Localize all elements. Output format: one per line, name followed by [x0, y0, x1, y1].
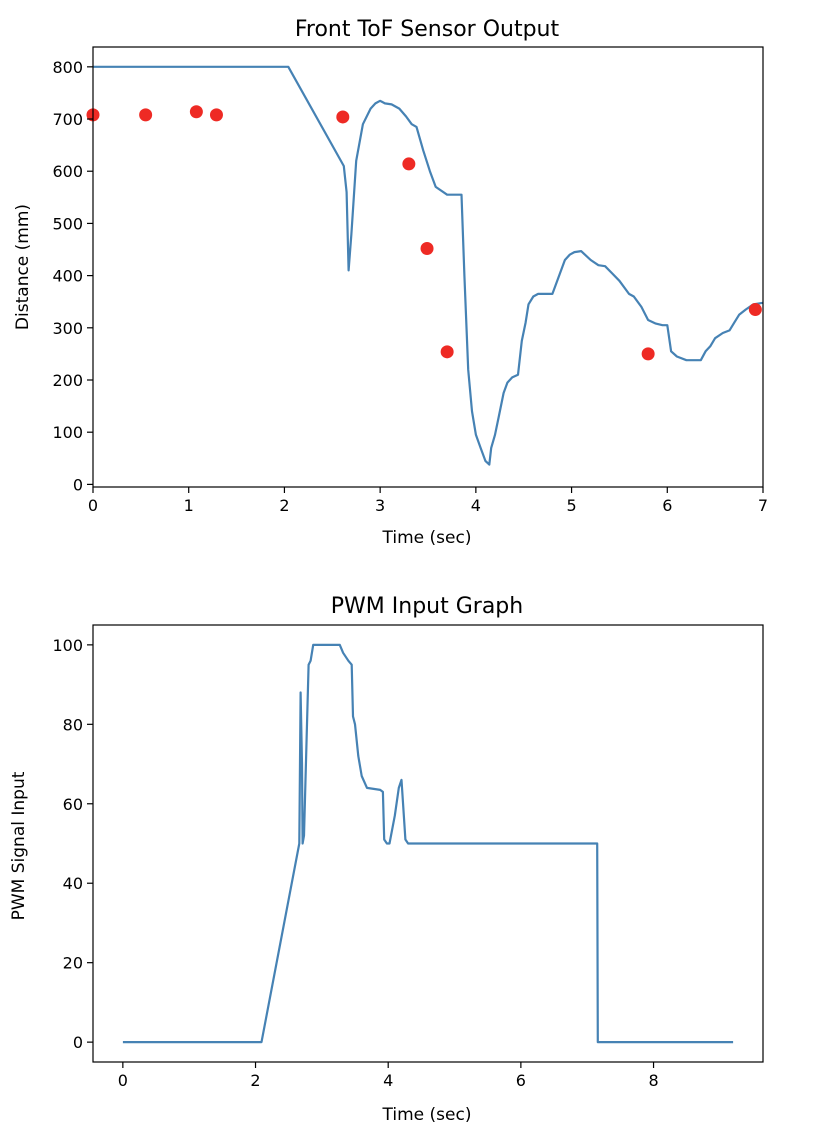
scatter-point	[641, 347, 655, 361]
tof-plot-area: 0 1 2 3 4 5 6 7 0 100 200 300 400 500 600 700 800	[52, 46, 768, 515]
y-tick-label: 200	[52, 371, 83, 390]
y-tick-label: 100	[52, 636, 83, 655]
y-tick-label: 100	[52, 423, 83, 442]
x-tick-label: 1	[184, 496, 194, 515]
x-tick-label: 4	[383, 1071, 393, 1090]
y-tick-label: 0	[73, 1033, 83, 1052]
y-tick-label: 80	[63, 715, 83, 734]
scatter-point	[402, 157, 416, 171]
y-tick-label: 0	[73, 475, 83, 494]
y-tick-label: 40	[63, 874, 83, 893]
series-line	[122, 643, 734, 1044]
x-tick-label: 6	[516, 1071, 526, 1090]
scatter-point	[440, 345, 454, 359]
tof-x-axis-label: Time (sec)	[382, 528, 472, 548]
x-tick-label: 5	[566, 496, 576, 515]
scatter-point	[209, 108, 223, 122]
series-line	[93, 65, 763, 466]
tof-chart: Front ToF Sensor Output 0 1 2 3 4 5 6 7 0 100 200 3…	[13, 17, 768, 548]
x-tick-label: 7	[758, 496, 768, 515]
scatter-point	[420, 241, 434, 255]
plot-frame	[92, 46, 764, 488]
plot-frame	[92, 624, 764, 1063]
scatter-point	[189, 105, 203, 119]
x-tick-label: 6	[662, 496, 672, 515]
y-tick-label: 300	[52, 319, 83, 338]
x-tick-label: 2	[279, 496, 289, 515]
x-tick-label: 3	[375, 496, 385, 515]
y-tick-label: 700	[52, 110, 83, 129]
tof-y-axis-label: Distance (mm)	[13, 204, 33, 330]
scatter-point	[748, 303, 762, 317]
tof-chart-title: Front ToF Sensor Output	[295, 17, 560, 42]
x-tick-label: 0	[88, 496, 98, 515]
x-tick-label: 2	[250, 1071, 260, 1090]
scatter-point	[336, 110, 350, 124]
y-tick-label: 60	[63, 795, 83, 814]
y-tick-label: 400	[52, 267, 83, 286]
y-tick-label: 600	[52, 162, 83, 181]
x-tick-label: 8	[648, 1071, 658, 1090]
pwm-x-axis-label: Time (sec)	[382, 1105, 472, 1125]
scatter-point	[139, 108, 153, 122]
x-tick-label: 0	[118, 1071, 128, 1090]
pwm-y-axis-label: PWM Signal Input	[9, 771, 29, 920]
y-tick-label: 500	[52, 214, 83, 233]
y-tick-label: 800	[52, 58, 83, 77]
x-tick-label: 4	[471, 496, 481, 515]
pwm-chart-title: PWM Input Graph	[331, 594, 523, 619]
y-tick-label: 20	[63, 954, 83, 973]
